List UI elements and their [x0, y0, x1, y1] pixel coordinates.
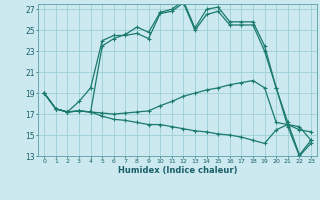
X-axis label: Humidex (Indice chaleur): Humidex (Indice chaleur) — [118, 166, 237, 175]
